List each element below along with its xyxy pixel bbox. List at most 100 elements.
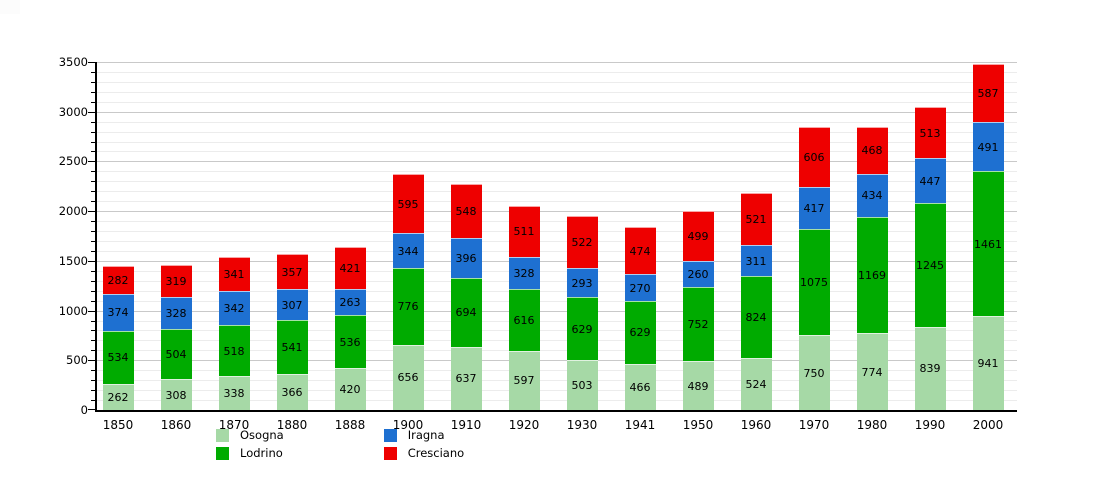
bar-segment-osogna: 637 [450, 346, 482, 410]
bar-value-label: 434 [861, 189, 883, 203]
bar-segment-lodrino: 824 [740, 275, 772, 358]
bar-segment-cresciano: 357 [276, 253, 308, 290]
bar-value-label: 328 [513, 267, 535, 281]
bar-stack-1900: 656 776 344 595 [392, 174, 424, 410]
bar-value-label: 282 [107, 273, 129, 287]
bar-value-label: 503 [571, 379, 593, 392]
bar-stack-1910: 637 694 396 548 [450, 183, 482, 410]
y-axis-tick [88, 360, 95, 362]
x-tick-label: 1980 [856, 418, 888, 432]
legend-swatch-icon [383, 429, 397, 442]
y-axis-tick [88, 62, 95, 63]
y-axis-tick [91, 290, 95, 292]
bar-value-label: 342 [223, 301, 245, 315]
bar-value-label: 629 [571, 322, 593, 336]
bar-value-label: 750 [803, 366, 825, 380]
bar-value-label: 328 [165, 306, 187, 320]
bar-segment-osogna: 420 [334, 368, 366, 410]
y-axis-tick [91, 151, 95, 153]
minor-gridline [97, 390, 1017, 392]
x-tick-label: 1930 [566, 418, 598, 432]
bar-segment-cresciano: 606 [798, 126, 830, 188]
bar-stack-2000: 941 1461 491 587 [972, 64, 1004, 410]
bar-segment-iragna: 270 [624, 274, 656, 302]
bar-value-label: 637 [455, 372, 477, 386]
plot-area: 262 534 374 282 308 504 328 319 338 518 342 341 366 5… [88, 62, 1017, 412]
bar-stack-1860: 308 504 328 319 [160, 264, 192, 410]
bar-segment-osogna: 597 [508, 350, 540, 410]
bar-value-label: 522 [571, 236, 593, 250]
bar-value-label: 839 [919, 362, 941, 376]
bar-value-label: 489 [687, 379, 709, 393]
legend-column: Iragna Cresciano [383, 429, 464, 460]
major-gridline [97, 111, 1017, 113]
bar-stack-1930: 503 629 293 522 [566, 216, 598, 410]
bar-stack-1970: 750 1075 417 606 [798, 126, 830, 410]
y-axis-tick [88, 111, 95, 113]
bar-segment-iragna: 396 [450, 238, 482, 278]
y-axis-tick [91, 300, 95, 302]
bar-value-label: 499 [687, 229, 709, 243]
bar-segment-iragna: 491 [972, 122, 1004, 172]
bar-segment-lodrino: 536 [334, 314, 366, 369]
legend-swatch-icon [216, 429, 229, 442]
y-axis-tick [91, 380, 95, 382]
corner-artifact [0, 0, 20, 14]
minor-gridline [97, 320, 1017, 322]
bar-value-label: 319 [165, 274, 187, 288]
bar-value-label: 597 [513, 374, 535, 388]
bar-value-label: 293 [571, 276, 593, 290]
bar-value-label: 629 [629, 326, 651, 340]
minor-gridline [97, 141, 1017, 143]
y-axis-label: 2000 [58, 204, 88, 219]
bar-segment-iragna: 311 [740, 245, 772, 276]
y-axis-tick [91, 181, 95, 183]
bar-value-label: 776 [397, 300, 419, 314]
bar-value-label: 262 [107, 390, 129, 404]
bar-segment-iragna: 447 [914, 158, 946, 203]
minor-gridline [97, 290, 1017, 292]
bar-segment-lodrino: 504 [160, 329, 192, 380]
bar-segment-iragna: 374 [102, 293, 134, 331]
minor-gridline [97, 340, 1017, 342]
bar-stack-1888: 420 536 263 421 [334, 246, 366, 410]
bar-stack-1920: 597 616 328 511 [508, 205, 540, 410]
y-axis-tick [91, 250, 95, 252]
y-axis-tick [91, 370, 95, 372]
y-axis-tick [91, 340, 95, 342]
bar-segment-cresciano: 468 [856, 127, 888, 174]
y-axis-tick [91, 91, 95, 93]
bar-segment-cresciano: 521 [740, 193, 772, 246]
bar-value-label: 366 [281, 385, 303, 399]
minor-gridline [97, 330, 1017, 332]
bar-segment-lodrino: 1075 [798, 228, 830, 336]
bar-segment-cresciano: 511 [508, 205, 540, 257]
bar-value-label: 513 [919, 126, 941, 140]
x-tick-label: 1860 [160, 418, 192, 432]
bar-value-label: 534 [107, 351, 129, 365]
bar-value-label: 417 [803, 201, 825, 215]
legend-swatch-icon [216, 447, 229, 460]
bar-segment-osogna: 366 [276, 373, 308, 410]
y-axis-tick [91, 350, 95, 352]
bar-value-label: 1245 [916, 258, 944, 272]
bar-value-label: 548 [455, 205, 477, 219]
y-axis-tick [91, 221, 95, 223]
bar-segment-iragna: 260 [682, 260, 714, 287]
bar-value-label: 270 [629, 281, 651, 295]
minor-gridline [97, 171, 1017, 173]
minor-gridline [97, 191, 1017, 193]
y-axis-tick [91, 121, 95, 123]
bar-value-label: 616 [513, 314, 535, 328]
y-axis-tick [88, 211, 95, 213]
bar-segment-lodrino: 776 [392, 267, 424, 345]
bar-value-label: 474 [629, 244, 651, 258]
bar-stack-1870: 338 518 342 341 [218, 257, 250, 410]
legend-item-osogna: Osogna [216, 429, 284, 442]
major-gridline [97, 211, 1017, 213]
minor-gridline [97, 91, 1017, 93]
bar-segment-lodrino: 541 [276, 319, 308, 374]
minor-gridline [97, 101, 1017, 103]
bar-value-label: 308 [165, 388, 187, 402]
